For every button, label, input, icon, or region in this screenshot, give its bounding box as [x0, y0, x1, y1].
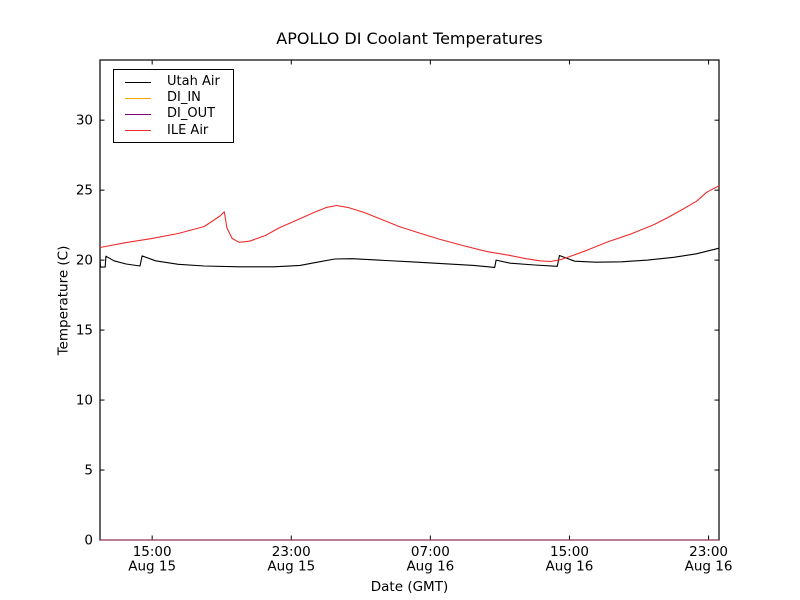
svg-text:15: 15 [76, 323, 93, 339]
legend-label: Utah Air [167, 74, 220, 90]
y-axis-label: Temperature (C) [55, 245, 72, 356]
svg-text:5: 5 [84, 463, 93, 479]
legend-label: ILE Air [167, 122, 209, 138]
legend-item: Utah Air [125, 74, 233, 90]
svg-text:0: 0 [84, 533, 93, 549]
svg-text:15:00: 15:00 [133, 544, 172, 560]
svg-text:20: 20 [76, 253, 93, 269]
svg-text:Aug 15: Aug 15 [267, 559, 315, 575]
svg-text:23:00: 23:00 [272, 544, 311, 560]
legend-label: DI_OUT [167, 106, 216, 122]
x-axis-label: Date (GMT) [370, 579, 449, 595]
svg-text:15:00: 15:00 [550, 544, 589, 560]
svg-text:25: 25 [76, 183, 93, 199]
legend: Utah Air DI_IN DI_OUT ILE Air [113, 69, 234, 143]
legend-item: ILE Air [125, 123, 233, 139]
svg-text:Aug 16: Aug 16 [406, 559, 454, 575]
svg-text:Aug 16: Aug 16 [546, 559, 594, 575]
legend-line-swatch [125, 113, 151, 115]
legend-label: DI_IN [167, 90, 201, 106]
svg-text:10: 10 [76, 393, 93, 409]
svg-text:30: 30 [76, 113, 93, 129]
legend-item: DI_OUT [125, 106, 233, 122]
legend-item: DI_IN [125, 90, 233, 106]
chart-title: APOLLO DI Coolant Temperatures [276, 29, 543, 48]
svg-text:23:00: 23:00 [689, 544, 728, 560]
legend-line-swatch [125, 81, 151, 83]
legend-line-swatch [125, 130, 151, 132]
svg-text:Aug 15: Aug 15 [128, 559, 176, 575]
svg-text:Aug 16: Aug 16 [685, 559, 733, 575]
legend-line-swatch [125, 97, 151, 99]
svg-text:07:00: 07:00 [411, 544, 450, 560]
